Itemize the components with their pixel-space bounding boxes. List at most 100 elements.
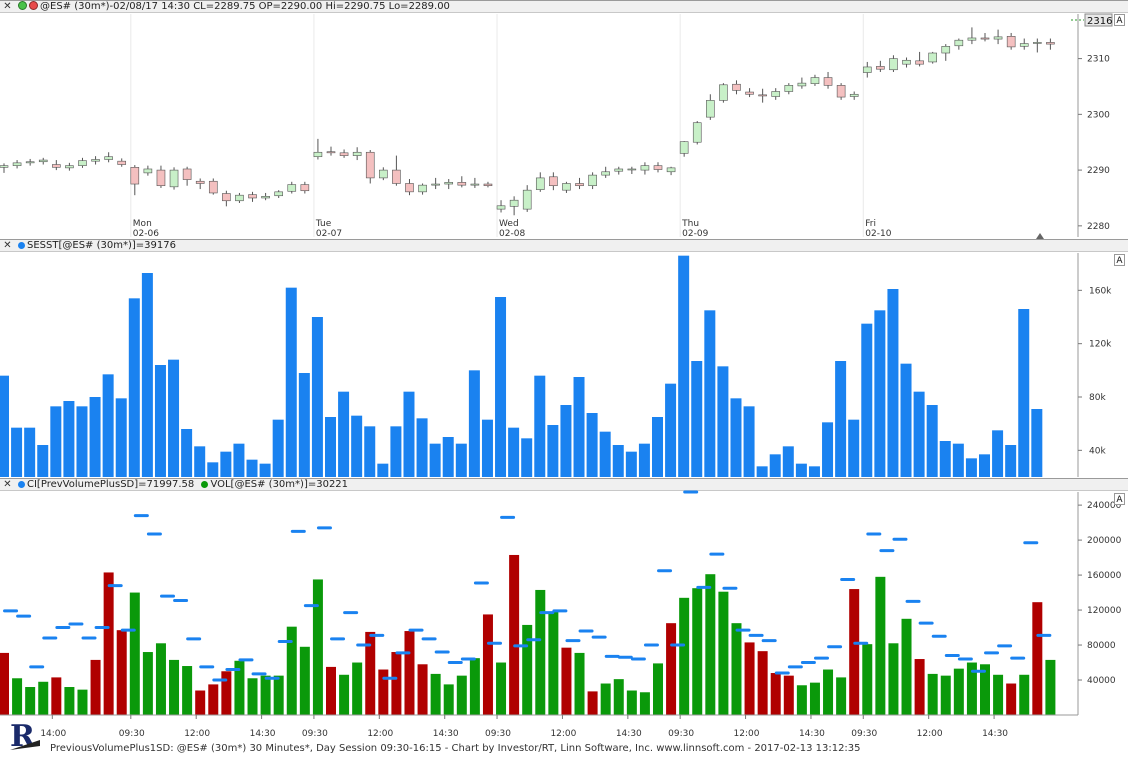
time-tick-label: 14:30 — [982, 729, 1008, 739]
candle-body — [915, 60, 924, 65]
candle-body — [706, 100, 715, 118]
vol-tick-label: 240000 — [1087, 501, 1122, 511]
candle-body — [692, 122, 702, 143]
sesst-bar — [691, 361, 703, 477]
candle-body — [745, 91, 754, 95]
vol-bar — [365, 631, 376, 715]
vol-bar — [155, 643, 166, 715]
sesst-bar — [887, 289, 899, 477]
time-tick-label: 12:00 — [367, 729, 393, 739]
sesst-bar — [1018, 309, 1030, 477]
candle-body — [117, 160, 127, 165]
sesst-bar — [599, 431, 611, 477]
candle-body — [483, 183, 493, 187]
time-tick-label: 09:30 — [302, 729, 328, 739]
candle-body — [431, 183, 440, 186]
candle-body — [823, 77, 833, 86]
date-label: 02-08 — [499, 229, 525, 239]
sesst-bar — [233, 443, 245, 477]
close-icon[interactable]: ✕ — [3, 479, 12, 490]
day-label: Wed — [499, 219, 519, 229]
vol-tick-label: 160000 — [1087, 571, 1122, 581]
auto-scale-button-price[interactable]: A — [1114, 14, 1125, 26]
candle-body — [104, 156, 113, 160]
series-dot-green-icon — [201, 481, 209, 488]
candle-body — [222, 193, 231, 202]
time-tick-label: 09:30 — [119, 729, 145, 739]
candle-body — [640, 165, 650, 171]
last-value-box — [1084, 13, 1113, 27]
candle-body — [300, 184, 310, 192]
vol-bar — [849, 589, 860, 715]
vol-bar — [456, 675, 467, 715]
time-tick-label: 12:00 — [184, 729, 210, 739]
vol-bar — [286, 626, 297, 715]
candle-body — [797, 82, 807, 87]
vol-bar — [1045, 659, 1056, 715]
vol-bar — [25, 687, 36, 715]
candle-body — [496, 205, 506, 210]
time-tick-label: 09:30 — [851, 729, 877, 739]
vol-panel-header: ✕ CI[PrevVolumePlusSD]=71997.58 VOL[@ES#… — [0, 478, 1128, 491]
vol-bar — [966, 662, 977, 715]
candle-body — [156, 169, 166, 187]
vol-bar — [914, 659, 925, 715]
sesst-bar — [717, 366, 729, 477]
candle-body — [862, 66, 872, 73]
sesst-bar — [521, 438, 533, 477]
auto-scale-button-vol[interactable]: A — [1114, 493, 1125, 505]
sesst-bar — [782, 446, 794, 477]
sesst-bar — [338, 391, 350, 477]
candle-body — [588, 174, 597, 187]
vol-bar — [653, 663, 663, 715]
close-icon[interactable]: ✕ — [3, 240, 12, 251]
sesst-bar — [364, 426, 376, 477]
vol-bar — [182, 666, 193, 715]
sesst-tick-label: 160k — [1089, 286, 1112, 296]
candle-body — [614, 168, 624, 172]
sesst-bar — [612, 445, 624, 477]
series-dot-blue-icon — [18, 242, 25, 249]
vol-bar — [1006, 683, 1017, 715]
sesst-bar — [678, 255, 690, 477]
vol-bar — [509, 554, 520, 715]
candle-body — [1033, 42, 1042, 44]
vol-bar — [0, 652, 9, 715]
vol-bar — [862, 644, 873, 715]
auto-scale-button-sesst[interactable]: A — [1114, 254, 1125, 266]
sesst-bar — [0, 375, 9, 477]
sesst-bar — [926, 405, 938, 477]
vol-bar — [561, 647, 572, 715]
sesst-bar — [808, 466, 820, 477]
candle-body — [352, 151, 362, 156]
sesst-bar — [11, 427, 23, 477]
sesst-bar — [874, 310, 886, 477]
sesst-bar — [861, 323, 873, 477]
candle-body — [91, 159, 100, 162]
candle-body — [902, 59, 911, 65]
vol-bar — [129, 592, 140, 715]
candle-body — [169, 169, 179, 188]
vol-tick-label: 120000 — [1087, 606, 1122, 616]
vol-bar — [103, 572, 114, 715]
vol-bar — [548, 611, 559, 715]
vol-bar — [535, 589, 546, 715]
close-icon[interactable]: ✕ — [3, 1, 12, 12]
sesst-bar — [848, 419, 860, 477]
sesst-bar — [481, 419, 493, 477]
sesst-bar — [403, 391, 415, 477]
time-tick-label: 14:30 — [616, 729, 642, 739]
vol-bar — [142, 652, 153, 715]
candle-body — [78, 160, 87, 166]
sesst-bar — [141, 273, 153, 477]
vol-bar — [692, 588, 703, 715]
sesst-bar — [390, 426, 402, 477]
candle-body — [12, 162, 22, 166]
candle-body — [339, 152, 349, 156]
candle-body — [941, 46, 951, 54]
vol-bar — [639, 692, 650, 715]
sesst-panel-header: ✕ SESST[@ES# (30m*)]=39176 — [0, 239, 1128, 252]
sesst-bar — [979, 454, 990, 477]
candle-body — [195, 180, 205, 184]
